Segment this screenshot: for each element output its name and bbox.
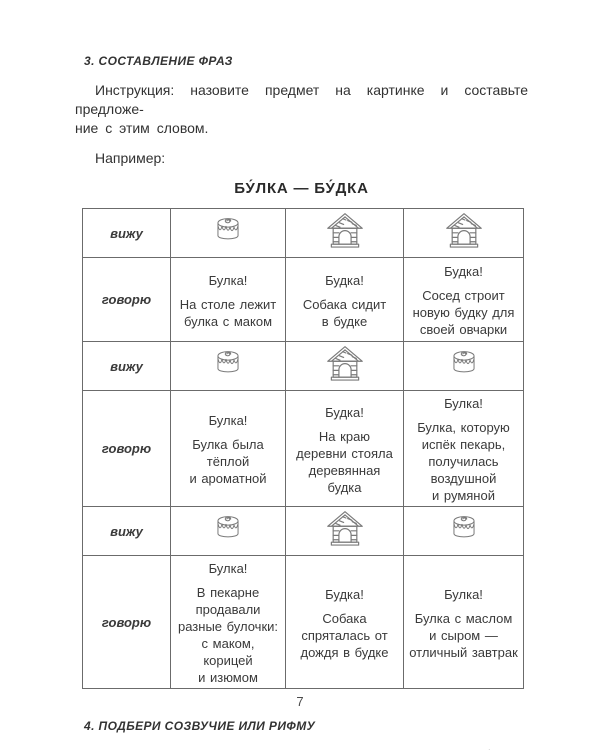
picture-cell [285,506,404,556]
doghouse-icon [325,344,365,384]
phrase-cell: Булка! Булка с маслом и сыром — отличный… [403,555,524,689]
bun-icon [211,347,245,381]
row-label: говорю [82,257,171,342]
phrase-cell: Булка! На столе лежит булка с маком [170,257,286,342]
example-label: Например: [95,150,166,166]
see-say-table: вижу говорю Булка! На столе лежит булка … [82,208,524,689]
phrase-cell: Булка! Булка была тёплой и ароматной [170,390,286,507]
section3-heading: 3. СОСТАВЛЕНИЕ ФРАЗ [84,54,233,68]
phrase-cell: Будка! Собака сидит в будке [285,257,404,342]
cell-word: Булка! [444,396,483,411]
cell-word: Булка! [208,272,248,288]
cell-sentence: Собака спряталась от дождя в будке [300,610,389,660]
cell-sentence: На столе лежит булка с маком [179,296,277,329]
picture-cell [285,208,404,258]
table-row-say: говорю Булка! В пекарне продавали разные… [82,555,524,689]
page-number: 7 [296,694,304,709]
picture-cell [403,506,524,556]
cell-sentence: Булка, которую испёк пекарь, получилась … [417,420,510,503]
row-label: говорю [82,555,171,689]
bun-icon [211,512,245,546]
cell-sentence: На краю деревни стояла деревянная будка [296,428,393,495]
cell-sentence: Булка с маслом и сыром — отличный завтра… [409,610,518,660]
table-row-see: вижу [82,208,524,258]
cell-word: Будка! [325,404,364,420]
phrase-cell: Булка! В пекарне продавали разные булочк… [170,555,286,689]
phrase-cell: Будка! Собака спряталась от дождя в будк… [285,555,404,689]
cell-word: Булка! [208,413,248,428]
phrase-cell: Булка! Булка, которую испёк пекарь, полу… [403,390,524,507]
picture-cell [403,341,524,391]
table-row-say: говорю Булка! Булка была тёплой и аромат… [82,390,524,507]
section4-heading: 4. ПОДБЕРИ СОЗВУЧИЕ ИЛИ РИФМУ [84,719,316,733]
instruction-line: ние с этим словом. [75,120,209,136]
cell-sentence: Булка была тёплой и ароматной [189,437,267,486]
doghouse-icon [325,211,365,251]
word-pair-title: БУ́ЛКА — БУ́ДКА [234,180,369,197]
section4-instruction: Инструкция: назовите предмет на картинке… [75,746,528,750]
row-label: вижу [82,506,171,556]
picture-cell [285,341,404,391]
cell-sentence: Собака сидит в будке [302,296,387,329]
picture-cell [403,208,524,258]
picture-cell [170,208,286,258]
phrase-cell: Будка! На краю деревни стояла деревянная… [285,390,404,507]
instruction-line: Инструкция: назовите предмет на картинке… [75,746,528,750]
cell-word: Булка! [208,561,248,576]
cell-word: Булка! [444,586,483,602]
row-label: вижу [82,208,171,258]
picture-cell [170,506,286,556]
section3-instruction: Инструкция: назовите предмет на картинке… [75,81,528,138]
table-row-say: говорю Булка! На столе лежит булка с мак… [82,257,524,342]
table-row-see: вижу [82,506,524,556]
row-label: говорю [82,390,171,507]
cell-word: Будка! [444,264,483,279]
picture-cell [170,341,286,391]
bun-icon [211,214,245,248]
phrase-cell: Будка! Сосед строит новую будку для свое… [403,257,524,342]
doghouse-icon [444,211,484,251]
row-label: вижу [82,341,171,391]
bun-icon [447,512,481,546]
cell-sentence: Сосед строит новую будку для своей овчар… [412,288,515,337]
doghouse-icon [325,509,365,549]
instruction-line: Инструкция: назовите предмет на картинке… [75,82,528,117]
bun-icon [447,347,481,381]
table-row-see: вижу [82,341,524,391]
cell-word: Будка! [325,272,364,288]
cell-sentence: В пекарне продавали разные булочки: с ма… [177,585,279,685]
cell-word: Будка! [325,586,364,602]
